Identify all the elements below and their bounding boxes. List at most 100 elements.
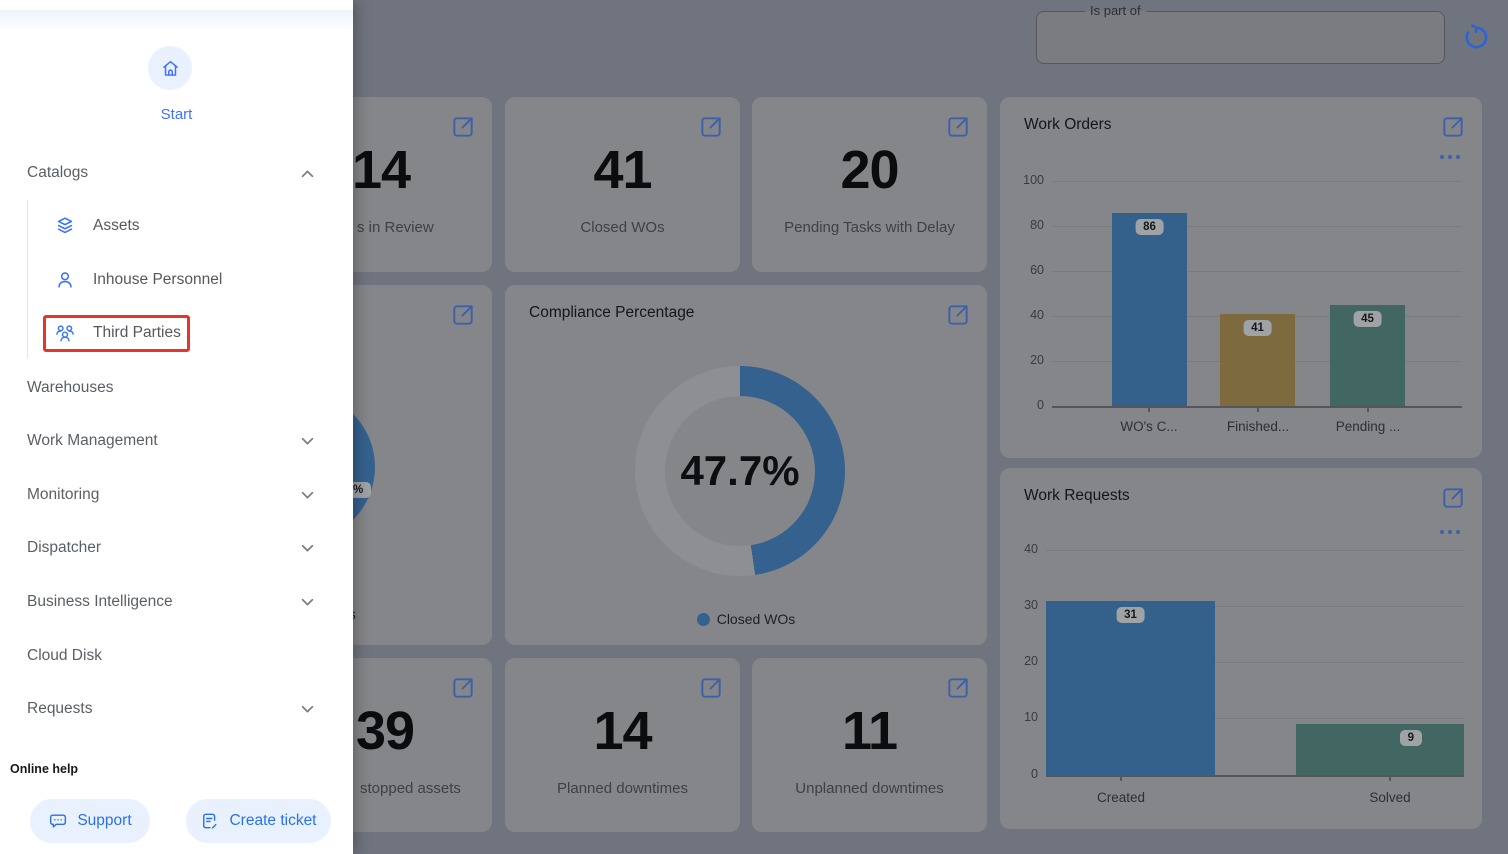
y-tick: 80 — [1030, 218, 1044, 232]
sidebar-item-work-management[interactable]: Work Management — [0, 429, 353, 453]
is-part-of-label: Is part of — [1085, 3, 1146, 18]
nav-label: Catalogs — [27, 164, 89, 181]
nav-label: Cloud Disk — [27, 647, 102, 664]
chart-title: Compliance Percentage — [529, 304, 695, 321]
bar-finished[interactable]: 41 — [1220, 313, 1295, 406]
open-external-icon[interactable] — [698, 675, 724, 701]
chart-menu-icon[interactable] — [1440, 155, 1460, 159]
sidebar-item-third-parties[interactable]: Third Parties — [0, 320, 353, 346]
work-requests-card: Work Requests 40 30 20 10 0 31 — [1000, 468, 1482, 829]
chevron-down-icon — [301, 544, 314, 553]
kpi-value: 39 — [356, 701, 415, 761]
kpi-label: Planned downtimes — [557, 780, 688, 797]
x-tick — [1389, 775, 1391, 781]
chevron-up-icon — [301, 169, 314, 178]
bar-value-chip: 45 — [1353, 310, 1382, 327]
x-category-label: Solved — [1369, 790, 1411, 805]
sidebar-item-catalogs[interactable]: Catalogs — [0, 161, 353, 185]
gridline — [1046, 550, 1464, 551]
chevron-down-icon — [301, 491, 314, 500]
bar-pending[interactable]: 45 — [1330, 304, 1405, 406]
nav-label: Monitoring — [27, 486, 100, 503]
chevron-down-icon — [301, 705, 314, 714]
work-orders-card: Work Orders 100 80 60 40 20 0 — [1000, 97, 1482, 458]
x-tick — [1148, 406, 1150, 412]
chart-title: Work Requests — [1024, 487, 1130, 504]
chart-menu-icon[interactable] — [1440, 530, 1460, 534]
y-tick: 10 — [1024, 710, 1038, 724]
legend-label: Closed WOs — [716, 611, 796, 627]
legend-dot — [696, 612, 710, 626]
is-part-of-select[interactable] — [1036, 11, 1445, 64]
sidebar-item-inhouse-personnel[interactable]: Inhouse Personnel — [0, 267, 353, 293]
bar-solved[interactable]: 9 — [1296, 724, 1464, 775]
open-external-icon[interactable] — [450, 114, 476, 140]
axis-baseline — [1046, 775, 1464, 777]
kpi-label: stopped assets — [360, 780, 461, 797]
sidebar-top-shadow — [0, 10, 353, 32]
sidebar-item-monitoring[interactable]: Monitoring — [0, 483, 353, 507]
create-ticket-button[interactable]: Create ticket — [186, 799, 331, 843]
person-icon — [54, 269, 76, 291]
y-tick: 0 — [1031, 767, 1038, 781]
open-external-icon[interactable] — [945, 114, 971, 140]
nav-label: Requests — [27, 700, 93, 717]
refresh-icon[interactable] — [1462, 23, 1491, 52]
groups-icon — [54, 322, 76, 344]
bar-value-chip: 31 — [1116, 606, 1145, 623]
sidebar-item-warehouses[interactable]: Warehouses — [0, 376, 353, 400]
y-tick: 40 — [1030, 308, 1044, 322]
nav-label: Inhouse Personnel — [93, 271, 223, 288]
open-external-icon[interactable] — [945, 675, 971, 701]
kpi-value: 11 — [841, 701, 898, 761]
start-label[interactable]: Start — [160, 106, 193, 123]
open-external-icon[interactable] — [698, 114, 724, 140]
nav-label: Business Intelligence — [27, 593, 173, 610]
kpi-label: Unplanned downtimes — [795, 780, 944, 797]
y-tick: 100 — [1023, 173, 1044, 187]
kpi-value: 20 — [840, 140, 899, 200]
x-category-label: Finished... — [1226, 419, 1290, 434]
x-category-label: WO's C... — [1120, 419, 1178, 434]
chart-legend: Closed WOs — [505, 611, 987, 627]
sidebar-item-cloud-disk[interactable]: Cloud Disk — [0, 644, 353, 668]
support-button[interactable]: Support — [30, 799, 150, 843]
nav-label: Third Parties — [93, 324, 181, 341]
open-external-icon[interactable] — [450, 302, 476, 328]
gridline — [1052, 271, 1462, 272]
chart-title: Work Orders — [1024, 116, 1112, 133]
kpi-value: 14 — [352, 140, 411, 200]
sidebar-item-assets[interactable]: Assets — [0, 213, 353, 239]
compliance-card: Compliance Percentage 47.7% Closed WOs — [505, 285, 987, 645]
plot-area: 86 41 45 — [1052, 181, 1462, 406]
bar-created[interactable]: 31 — [1046, 600, 1215, 775]
nav-label: Warehouses — [27, 379, 114, 396]
kpi-value: 14 — [593, 701, 652, 761]
x-category-label: Pending ... — [1335, 419, 1401, 434]
chevron-down-icon — [301, 437, 314, 446]
open-external-icon[interactable] — [1440, 114, 1466, 140]
gridline — [1046, 662, 1464, 663]
x-tick — [1120, 775, 1122, 781]
create-ticket-label: Create ticket — [229, 812, 317, 829]
y-tick: 30 — [1024, 598, 1038, 612]
compliance-donut[interactable]: 47.7% — [635, 366, 845, 576]
nav-label: Work Management — [27, 432, 158, 449]
sidebar-item-requests[interactable]: Requests — [0, 697, 353, 721]
gridline — [1046, 718, 1464, 719]
submenu-guide-line — [27, 200, 28, 358]
start-button[interactable] — [148, 46, 192, 90]
kpi-card-pending-tasks: 20 Pending Tasks with Delay — [752, 97, 987, 272]
ticket-note-icon — [203, 813, 218, 829]
open-external-icon[interactable] — [945, 302, 971, 328]
chevron-down-icon — [301, 598, 314, 607]
bar-wos-created[interactable]: 86 — [1112, 212, 1187, 406]
open-external-icon[interactable] — [450, 675, 476, 701]
sidebar-item-business-intelligence[interactable]: Business Intelligence — [0, 590, 353, 614]
nav-label: Assets — [93, 217, 140, 234]
gridline — [1052, 226, 1462, 227]
open-external-icon[interactable] — [1440, 485, 1466, 511]
y-tick: 20 — [1024, 654, 1038, 668]
sidebar-item-dispatcher[interactable]: Dispatcher — [0, 536, 353, 560]
